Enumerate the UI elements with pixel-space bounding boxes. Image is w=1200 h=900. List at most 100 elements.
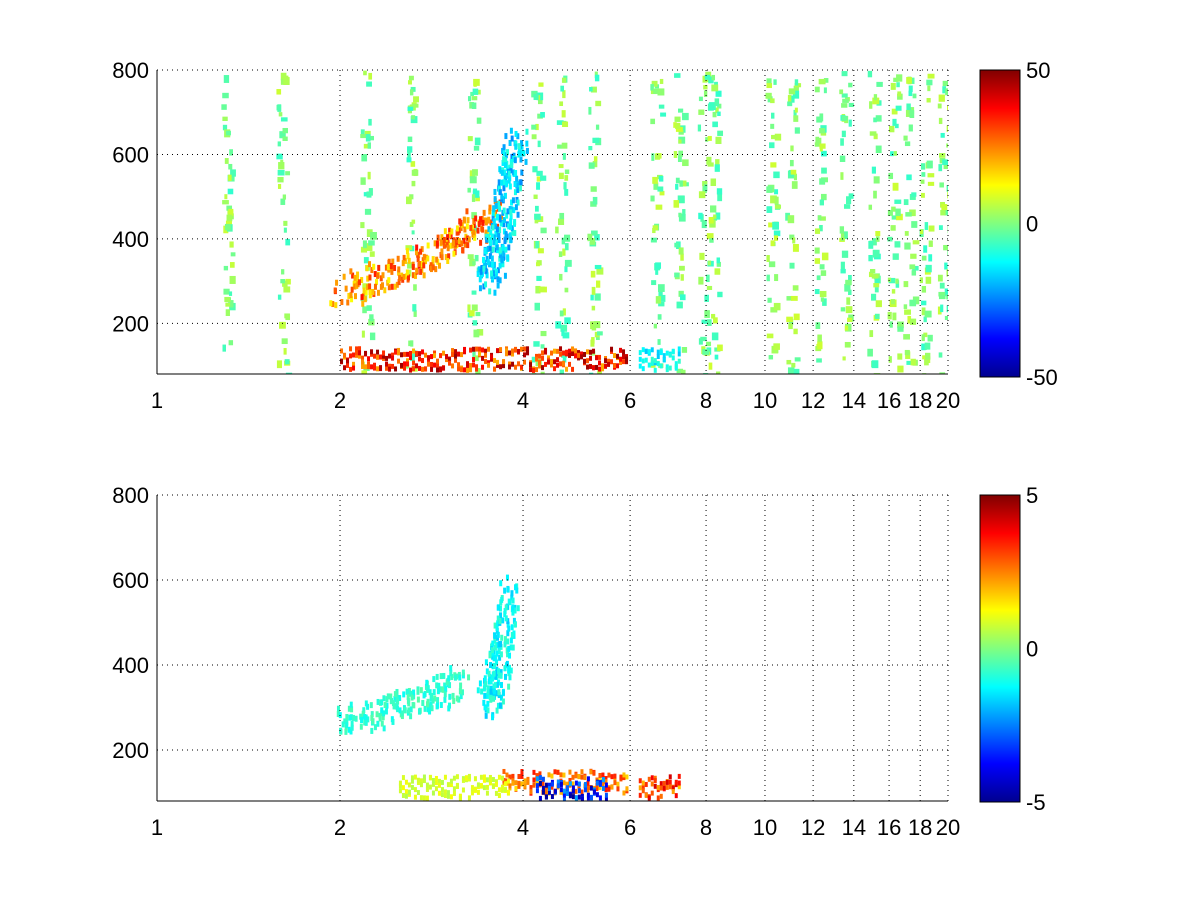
ridge-cell [416,688,420,695]
noise-cell [659,78,664,84]
band-cell [577,355,581,361]
ridge-cell [443,691,447,698]
noise-cell [875,145,882,154]
noise-cell [715,159,720,166]
band-cell [556,362,560,368]
noise-cell [792,237,796,244]
band-cell [541,776,545,782]
noise-cell [597,370,602,374]
ridge-cell [435,256,439,263]
band-cell [622,775,626,781]
noise-cell [588,146,593,151]
band-cell [523,783,527,789]
ridge-cell [397,269,401,276]
ridge-cell [484,233,488,240]
ridge-cell [496,615,500,622]
band-cell [571,366,575,372]
ridge-cell [444,238,448,245]
band-cell [538,775,542,781]
ridge-cell [488,673,492,680]
noise-cell [590,339,595,347]
ridge-cell [443,696,447,703]
band-cell [523,359,527,365]
noise-cell [658,294,666,302]
ridge-cell [349,714,353,721]
ridge-cell [514,204,518,211]
ridge-cell [501,159,505,166]
band-cell [418,351,422,357]
noise-cell [229,149,233,156]
band-cell [550,362,554,368]
band-cell [565,790,569,796]
band-cell [445,354,449,360]
band-cell [653,367,657,373]
band-cell [506,778,510,784]
ridge-cell [467,674,471,681]
band-cell [485,784,489,790]
noise-cell [897,365,904,373]
band-cell [437,778,441,784]
noise-cell [920,179,925,184]
noise-cell [532,166,538,173]
noise-cell [895,208,901,217]
noise-cell [868,240,874,249]
noise-cell [533,194,538,200]
noise-cell [411,219,416,224]
noise-cell [476,329,484,336]
ridge-cell [349,268,353,275]
band-cell [415,350,419,356]
noise-cell [705,137,709,142]
noise-cell [939,372,946,374]
ridge-cell [423,258,427,265]
noise-cell [712,317,718,324]
band-cell [494,779,498,785]
noise-cell [405,245,413,251]
band-cell [478,346,482,352]
band-cell [416,790,420,796]
band-cell [482,774,486,780]
band-cell [604,787,608,793]
ridge-cell [507,223,511,230]
noise-cell [411,230,415,235]
ridge-cell [492,261,496,268]
band-cell [598,781,602,787]
x-tick-label: 1 [151,388,163,413]
ridge-cell [474,215,478,222]
noise-cell [875,115,882,122]
ridge-cell [482,283,486,290]
noise-cell [678,136,686,144]
band-cell [388,366,392,372]
ridge-cell [351,714,355,721]
noise-cell [908,90,913,97]
band-cell [650,790,654,796]
noise-cell [471,96,478,101]
noise-cell [766,254,770,262]
band-cell [391,352,395,358]
band-cell [544,782,548,788]
noise-cell [280,279,286,284]
ridge-cell [511,597,515,604]
ridge-cell [484,681,488,688]
noise-cell [844,204,851,209]
ridge-cell [404,273,408,280]
ridge-cell [455,695,459,702]
ridge-cell [495,659,499,666]
ridge-cell [466,217,470,224]
noise-cell [793,173,798,181]
band-cell [469,363,473,369]
noise-cell [793,328,798,335]
band-cell [574,773,578,779]
band-cell [586,780,590,786]
ridge-cell [433,695,437,702]
ridge-cell [445,679,449,686]
ridge-cell [493,196,497,203]
ridge-cell [386,693,390,700]
ridge-cell [507,244,511,251]
ridge-cell [380,707,384,714]
band-cell [604,797,608,801]
colorbar [979,69,1021,378]
ridge-cell [480,215,484,222]
ridge-cell [509,223,513,230]
band-cell [340,358,344,364]
